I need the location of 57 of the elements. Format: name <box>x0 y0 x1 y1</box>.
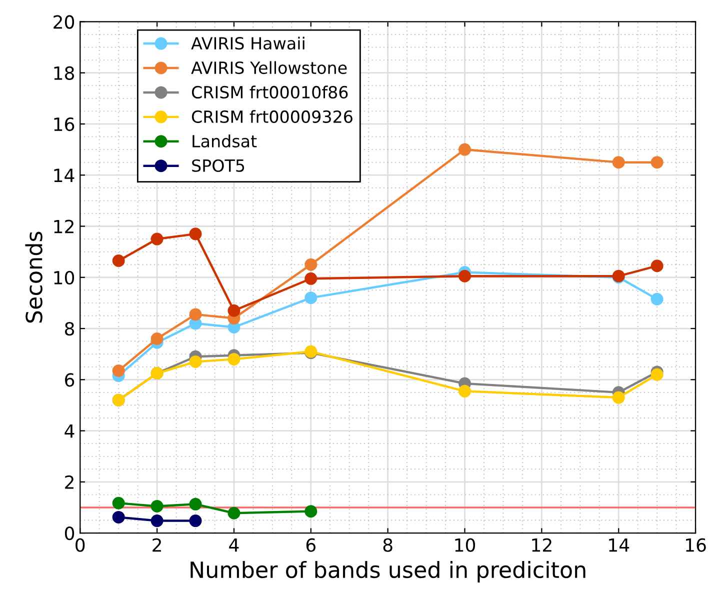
point <box>304 258 318 271</box>
y-tick-label: 18 <box>54 66 74 80</box>
x-tick-label: 16 <box>686 538 706 552</box>
point <box>612 156 625 169</box>
y-axis-title: Seconds <box>25 232 42 323</box>
point <box>112 510 125 524</box>
point <box>150 332 164 345</box>
y-tick-label: 20 <box>54 15 74 29</box>
point <box>228 352 240 366</box>
point <box>650 292 664 306</box>
point <box>304 505 318 518</box>
point <box>189 356 202 368</box>
x-tick-label: 12 <box>532 538 552 552</box>
y-tick-label: 10 <box>54 270 74 284</box>
legend-label: CRISM frt00010f86 <box>192 86 348 99</box>
y-tick-label: 14 <box>54 168 74 182</box>
point <box>228 304 240 317</box>
x-tick-label: 6 <box>306 538 316 552</box>
y-tick-label: 6 <box>65 373 74 387</box>
point <box>650 156 664 169</box>
point <box>150 514 164 528</box>
point <box>304 272 318 285</box>
y-tick-label: 4 <box>64 424 74 438</box>
point <box>189 498 202 510</box>
x-tick-label: 14 <box>609 538 630 552</box>
point <box>189 228 202 240</box>
y-tick-label: 8 <box>64 322 74 336</box>
x-tick-label: 8 <box>383 538 392 552</box>
point <box>189 514 202 528</box>
point <box>650 260 664 272</box>
point <box>189 308 202 321</box>
point <box>112 254 125 268</box>
point <box>150 500 164 512</box>
point <box>650 368 664 381</box>
legend-label: AVIRIS Yellowstone <box>191 61 347 74</box>
x-tick-label: 10 <box>455 538 476 552</box>
point <box>304 292 318 304</box>
legend-label: Landsat <box>192 134 257 148</box>
y-tick-label: 0 <box>64 526 74 540</box>
y-tick-label: 2 <box>65 475 74 489</box>
x-tick-label: 2 <box>152 538 161 552</box>
x-tick-label: 4 <box>229 538 239 552</box>
y-tick-label: 12 <box>54 220 74 234</box>
point <box>228 506 240 520</box>
legend-label: AVIRIS Hawaii <box>191 36 304 50</box>
point <box>612 391 625 404</box>
point <box>112 496 125 510</box>
y-tick-label: 16 <box>54 117 74 132</box>
point <box>112 364 125 377</box>
point <box>458 143 471 156</box>
legend-label: SPOT5 <box>192 159 244 172</box>
point <box>458 384 471 398</box>
x-tick-label: 0 <box>76 538 85 552</box>
x-axis-title: Number of bands used in prediciton <box>190 560 586 582</box>
point <box>458 270 471 282</box>
point <box>150 232 164 246</box>
legend-label: CRISM frt00009326 <box>192 110 352 123</box>
